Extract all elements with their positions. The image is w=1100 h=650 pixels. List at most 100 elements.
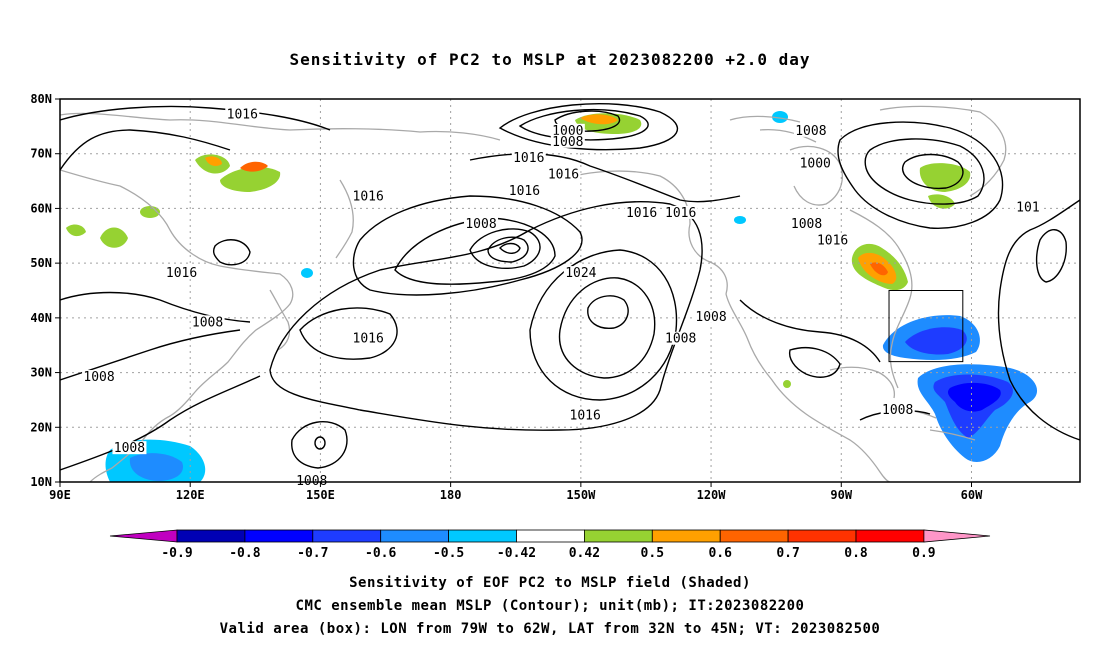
contour-label-halo — [663, 331, 698, 345]
contour-label-halo — [112, 441, 147, 455]
positive-sensitivity-patch — [240, 161, 268, 172]
colorbar-segment — [448, 529, 517, 543]
positive-sensitivity-patch — [919, 163, 971, 192]
contour-label-halo — [351, 189, 386, 203]
coastline-arctic-islands — [729, 115, 817, 143]
lon-tick-label: 60W — [961, 488, 983, 502]
lon-tick-label: 90W — [830, 488, 852, 502]
mslp-contours — [60, 102, 1080, 471]
sensitivity-shading — [66, 111, 1038, 482]
lat-tick-label: 10N — [30, 475, 52, 489]
contour-label: 1008 — [882, 403, 913, 418]
contour-label-halo — [815, 233, 850, 247]
negative-sensitivity-patch — [947, 382, 1001, 412]
contour-label: 1016 — [166, 266, 197, 281]
colorbar-label: 0.6 — [708, 546, 732, 561]
contour-label: 1008 — [695, 310, 726, 325]
colorbar-label: -0.8 — [229, 546, 260, 561]
coastline-north-america-east — [849, 209, 913, 389]
mslp-contour — [60, 105, 331, 131]
positive-sensitivity-patch — [100, 227, 128, 248]
mslp-contour — [788, 346, 841, 378]
positive-sensitivity-patch — [205, 156, 222, 166]
contour-label-halo — [793, 123, 828, 137]
mslp-contour — [314, 436, 326, 450]
colorbar-segment — [380, 529, 450, 543]
contour-label-halo — [507, 184, 542, 198]
contour-label-halo — [789, 216, 824, 230]
contour-label: 1016 — [548, 168, 579, 183]
colorbar-arrow-left — [109, 529, 178, 543]
negative-sensitivity-patch — [772, 111, 788, 123]
mslp-contour — [60, 129, 231, 171]
contour-label: 1016 — [570, 408, 601, 423]
mslp-contour — [299, 307, 398, 360]
colorbar-label: -0.6 — [365, 546, 396, 561]
mslp-contour — [469, 228, 541, 269]
contour-label: 1016 — [353, 189, 384, 204]
colorbar-segment — [787, 529, 857, 543]
caption-contour-description: CMC ensemble mean MSLP (Contour); unit(m… — [295, 598, 805, 614]
mslp-contour — [487, 236, 529, 263]
positive-sensitivity-patch — [220, 166, 281, 192]
contour-label-halo — [880, 402, 915, 416]
mslp-contour — [739, 299, 881, 363]
contour-label: 1008 — [795, 124, 826, 139]
contour-label: 1008 — [552, 135, 583, 150]
contour-label: 1008 — [114, 441, 145, 456]
negative-sensitivity-patch — [905, 327, 967, 355]
lon-tick-label: 150W — [566, 488, 596, 502]
colorbar-label: 0.8 — [844, 546, 868, 561]
valid-area-box — [888, 290, 964, 363]
lon-tick-label: 120W — [697, 488, 727, 502]
contour-label: 1016 — [817, 233, 848, 248]
mslp-contour — [529, 249, 678, 401]
map-axes: 90E 120E 150E 180 150W 120W 90W 60W 80N 70N 60N 50N… — [30, 92, 983, 502]
contour-label: 1008 — [83, 370, 114, 385]
lon-tick-label: 150E — [306, 488, 335, 502]
positive-sensitivity-patch — [928, 194, 955, 209]
contour-label-halo — [511, 151, 546, 165]
gridlines — [60, 99, 1080, 482]
mslp-contour — [901, 153, 964, 190]
colorbar: -0.9 -0.8 -0.7 -0.6 -0.5 -0.42 0.42 0.5 0.6 0.7 0.… — [109, 529, 991, 561]
contour-label-halo — [624, 205, 659, 219]
contour-label-halo — [694, 309, 729, 323]
coastline-north-america-west — [725, 293, 891, 482]
colorbar-segment — [584, 529, 653, 543]
positive-sensitivity-patch — [66, 224, 86, 237]
mslp-contour — [587, 295, 629, 329]
colorbar-label: -0.7 — [297, 546, 328, 561]
map-frame — [59, 98, 1081, 483]
contour-label-halo — [550, 134, 585, 148]
negative-sensitivity-patch — [301, 268, 313, 278]
positive-sensitivity-patch — [783, 380, 791, 388]
colorbar-label: -0.9 — [161, 546, 192, 561]
contour-label-halo — [663, 205, 698, 219]
colorbar-label: 0.42 — [569, 546, 600, 561]
colorbar-label: 0.5 — [641, 546, 664, 561]
lat-tick-label: 40N — [30, 311, 52, 325]
mslp-contour — [60, 375, 261, 471]
mslp-contour — [837, 121, 1004, 229]
coastline-gulf — [829, 366, 896, 399]
colorbar-segment — [176, 529, 246, 543]
colorbar-segment — [516, 529, 585, 543]
contour-label-halo — [82, 370, 117, 384]
mslp-contour — [558, 277, 656, 379]
mslp-contour — [864, 138, 985, 205]
contour-label: 1016 — [513, 151, 544, 166]
positive-sensitivity-patch — [870, 262, 888, 276]
coastline-kamchatka — [335, 179, 354, 259]
lat-tick-label: 60N — [30, 201, 52, 215]
contour-label: 1016 — [665, 206, 696, 221]
contour-label-halo — [351, 331, 386, 345]
coastline-alaska — [559, 170, 728, 295]
positive-sensitivity-patch — [580, 114, 618, 125]
lat-tick-label: 50N — [30, 256, 52, 270]
colorbar-segment — [244, 529, 314, 543]
lon-tick-label: 180 — [440, 488, 462, 502]
colorbar-segment — [719, 529, 789, 543]
contour-label: 1016 — [353, 332, 384, 347]
contour-label-halo — [550, 123, 585, 137]
